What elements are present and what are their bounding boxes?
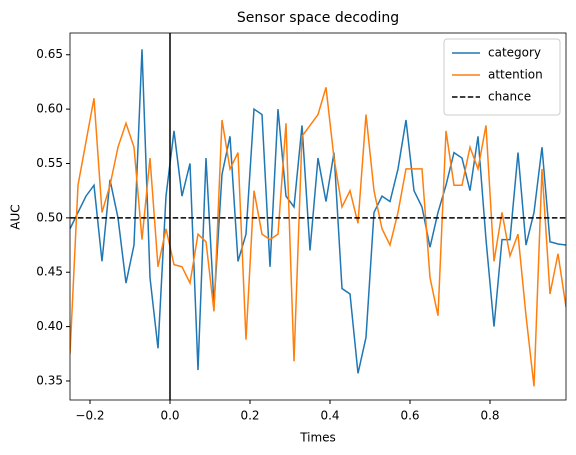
x-tick-label: 0.0 [160,409,179,423]
y-tick-label: 0.35 [36,373,63,387]
x-tick-label: 0.2 [240,409,259,423]
axes-frame [69,32,567,401]
y-tick-label: 0.65 [36,47,63,61]
y-axis-label: AUC [9,204,23,229]
x-tick-label: 0.8 [480,409,499,423]
legend-label: attention [488,68,543,82]
legend-label: category [488,46,541,60]
chart-title: Sensor space decoding [237,10,399,26]
y-tick-label: 0.40 [36,319,63,333]
x-tick-label: 0.4 [320,409,339,423]
line-series [70,87,566,387]
y-tick-label: 0.45 [36,265,63,279]
y-tick-label: 0.50 [36,210,63,224]
legend-label: chance [488,90,531,104]
y-tick-label: 0.60 [36,102,63,116]
line-series [70,49,566,374]
y-tick-label: 0.55 [36,156,63,170]
legend-box [443,38,561,116]
x-axis-label: Times [299,431,336,445]
x-tick-label: −0.2 [75,409,104,423]
x-tick-label: 0.6 [400,409,419,423]
